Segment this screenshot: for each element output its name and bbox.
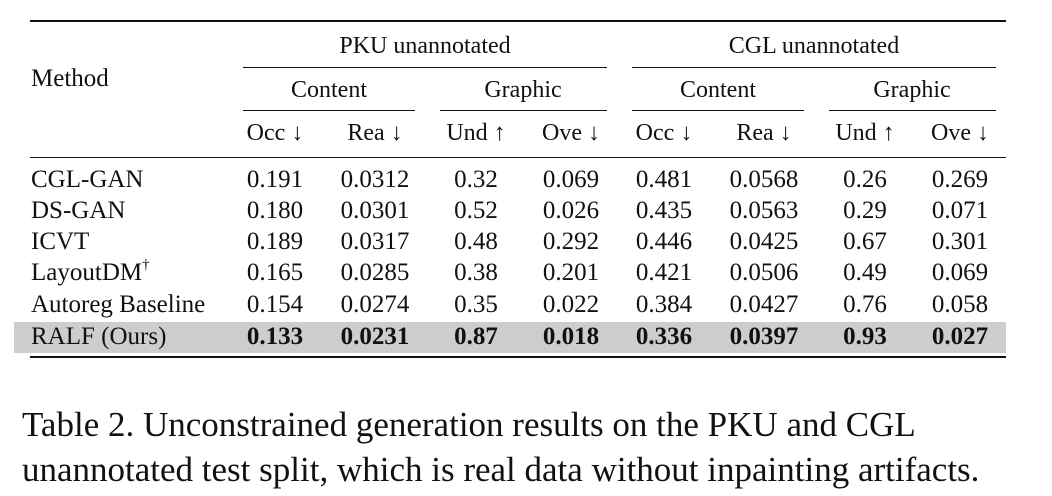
table-cell: 0.0397 bbox=[729, 323, 799, 350]
method-label: Autoreg Baseline bbox=[31, 291, 206, 318]
table-cell: 0.058 bbox=[931, 291, 989, 318]
table-cell: 0.154 bbox=[246, 291, 304, 318]
table-cell: 0.336 bbox=[635, 323, 693, 350]
table-cell: 0.022 bbox=[542, 291, 600, 318]
table-cell: 0.0317 bbox=[340, 228, 410, 255]
method-name: RALF (Ours) bbox=[31, 324, 166, 349]
metric-header: Occ ↓ bbox=[635, 120, 693, 146]
caption-line-2: unannotated test split, which is real da… bbox=[22, 450, 980, 489]
group-header-cgl: CGL unannotated bbox=[728, 33, 900, 59]
table-cell: 0.189 bbox=[246, 228, 304, 255]
table-cell: 0.435 bbox=[635, 197, 693, 224]
method-label: LayoutDM bbox=[31, 259, 143, 286]
table-cell: 0.29 bbox=[843, 197, 887, 224]
pku-group-rule bbox=[243, 67, 607, 68]
table-cell: 0.26 bbox=[843, 166, 887, 193]
metric-header: Occ ↓ bbox=[246, 120, 304, 146]
table-cell: 0.026 bbox=[542, 197, 600, 224]
subheader-cgl-graphic: Graphic bbox=[873, 77, 951, 103]
header-body-rule bbox=[30, 157, 1006, 158]
metric-header: Rea ↓ bbox=[347, 120, 403, 146]
table-cell: 0.0425 bbox=[729, 228, 799, 255]
metric-header: Und ↑ bbox=[446, 120, 506, 146]
table-cell: 0.201 bbox=[542, 259, 600, 286]
table-cell: 0.071 bbox=[931, 197, 989, 224]
cgl-group-rule bbox=[632, 67, 996, 68]
table-cell: 0.133 bbox=[246, 323, 304, 350]
method-name: Autoreg Baseline bbox=[31, 292, 205, 317]
metric-header: Ove ↓ bbox=[931, 120, 989, 146]
table-cell: 0.481 bbox=[635, 166, 693, 193]
table-cell: 0.0285 bbox=[340, 259, 410, 286]
method-name: ICVT bbox=[31, 229, 89, 254]
table-cell: 0.180 bbox=[246, 197, 304, 224]
table-cell: 0.069 bbox=[542, 166, 600, 193]
cgl-content-rule bbox=[632, 110, 804, 111]
table-cell: 0.301 bbox=[931, 228, 989, 255]
pku-content-rule bbox=[243, 110, 415, 111]
metric-header: Ove ↓ bbox=[542, 120, 600, 146]
table-cell: 0.027 bbox=[931, 323, 989, 350]
method-label: DS-GAN bbox=[31, 197, 126, 224]
method-name: CGL-GAN bbox=[31, 167, 144, 192]
table-cell: 0.0301 bbox=[340, 197, 410, 224]
table-cell: 0.0312 bbox=[340, 166, 410, 193]
method-label: RALF (Ours) bbox=[31, 323, 167, 350]
caption-line-1: Table 2. Unconstrained generation result… bbox=[22, 405, 916, 444]
method-name: LayoutDM† bbox=[31, 257, 150, 286]
method-label: ICVT bbox=[31, 228, 90, 255]
table-cell: 0.269 bbox=[931, 166, 989, 193]
table-cell: 0.292 bbox=[542, 228, 600, 255]
table-cell: 0.48 bbox=[454, 228, 498, 255]
subheader-pku-graphic: Graphic bbox=[484, 77, 562, 103]
table-cell: 0.52 bbox=[454, 197, 498, 224]
table-cell: 0.165 bbox=[246, 259, 304, 286]
table-cell: 0.32 bbox=[454, 166, 498, 193]
table-cell: 0.0563 bbox=[729, 197, 799, 224]
highlight-row-background bbox=[14, 322, 1006, 353]
bottom-rule bbox=[30, 356, 1006, 358]
table-cell: 0.87 bbox=[454, 323, 498, 350]
table-cell: 0.35 bbox=[454, 291, 498, 318]
table-cell: 0.384 bbox=[635, 291, 693, 318]
table-cell: 0.0427 bbox=[729, 291, 799, 318]
subheader-cgl-content: Content bbox=[680, 77, 756, 103]
table-cell: 0.93 bbox=[843, 323, 887, 350]
table-cell: 0.446 bbox=[635, 228, 693, 255]
metric-header: Und ↑ bbox=[835, 120, 895, 146]
table-cell: 0.38 bbox=[454, 259, 498, 286]
table-cell: 0.76 bbox=[843, 291, 887, 318]
table-cell: 0.0506 bbox=[729, 259, 799, 286]
table-caption: Table 2. Unconstrained generation result… bbox=[22, 402, 1032, 492]
table-cell: 0.018 bbox=[542, 323, 600, 350]
cgl-graphic-rule bbox=[829, 110, 996, 111]
method-name: DS-GAN bbox=[31, 198, 125, 223]
method-footnote-mark: † bbox=[142, 257, 150, 273]
group-header-pku: PKU unannotated bbox=[339, 33, 511, 59]
top-rule bbox=[30, 20, 1006, 22]
table-cell: 0.0231 bbox=[340, 323, 410, 350]
subheader-pku-content: Content bbox=[291, 77, 367, 103]
method-label: CGL-GAN bbox=[31, 166, 144, 193]
table-cell: 0.0274 bbox=[340, 291, 410, 318]
table-cell: 0.0568 bbox=[729, 166, 799, 193]
table-cell: 0.421 bbox=[635, 259, 693, 286]
method-header: Method bbox=[31, 65, 109, 92]
pku-graphic-rule bbox=[440, 110, 607, 111]
table-cell: 0.069 bbox=[931, 259, 989, 286]
table-cell: 0.49 bbox=[843, 259, 887, 286]
metric-header: Rea ↓ bbox=[736, 120, 792, 146]
table-cell: 0.67 bbox=[843, 228, 887, 255]
table-cell: 0.191 bbox=[246, 166, 304, 193]
